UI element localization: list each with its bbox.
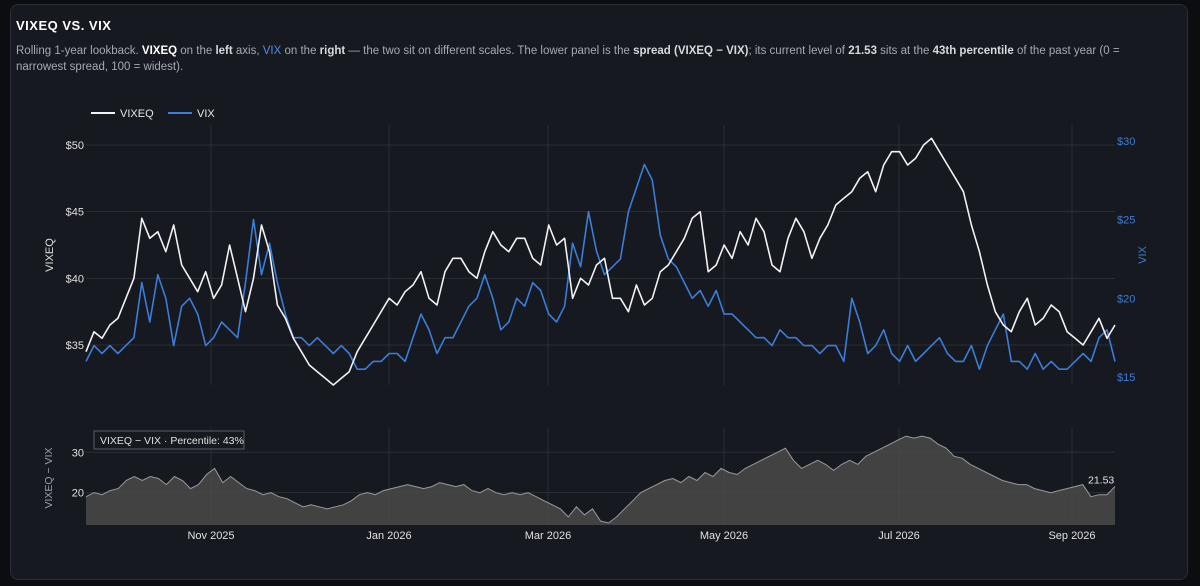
x-tick-label: Jul 2026	[878, 530, 920, 542]
spread-series	[85, 435, 1116, 525]
spread-annotation-text: VIXEQ − VIX · Percentile: 43%	[100, 435, 244, 447]
spread-y-axis-title: VIXEQ − VIX	[43, 448, 55, 509]
legend-label-vix[interactable]: VIX	[197, 108, 215, 120]
chart-title: VIXEQ VS. VIX	[16, 18, 112, 33]
legend: VIXEQ VIX	[91, 108, 215, 120]
right-y-axis-title: VIX	[1137, 245, 1149, 263]
vixeq-series-line	[85, 137, 1116, 386]
x-tick-label: Mar 2026	[525, 530, 571, 542]
right-y-tick-label: $15	[1117, 372, 1135, 384]
axes: Nov 2025 Jan 2026 Mar 2026 May 2026 Jul 2026…	[43, 136, 1149, 542]
spread-line	[85, 435, 1116, 524]
spread-y-tick-label: 30	[72, 447, 84, 459]
x-tick-label: Jan 2026	[366, 530, 411, 542]
left-y-tick-label: $35	[66, 340, 84, 352]
x-tick-label: Nov 2025	[187, 530, 234, 542]
left-y-tick-label: $50	[66, 140, 84, 152]
left-y-tick-label: $40	[66, 273, 84, 285]
spread-annotation: VIXEQ − VIX · Percentile: 43%	[93, 430, 245, 450]
legend-label-vixeq[interactable]: VIXEQ	[120, 108, 154, 120]
chart-description: Rolling 1-year lookback. VIXEQ on the le…	[16, 45, 1120, 73]
right-y-tick-label: $20	[1117, 293, 1135, 305]
spread-area	[86, 436, 1115, 525]
left-y-axis-title: VIXEQ	[44, 238, 56, 272]
spread-annotation-box	[93, 430, 245, 450]
x-tick-label: Sep 2026	[1048, 530, 1095, 542]
main-gridlines	[86, 125, 1115, 385]
x-tick-label: May 2026	[700, 530, 748, 542]
left-y-tick-label: $45	[66, 207, 84, 219]
spread-y-tick-label: 20	[72, 488, 84, 500]
main-series	[85, 137, 1116, 386]
right-y-tick-label: $30	[1117, 136, 1135, 148]
spread-last-value-label: 21.53	[1088, 475, 1114, 487]
vix-series-line	[85, 163, 1116, 370]
right-y-tick-label: $25	[1117, 215, 1135, 227]
